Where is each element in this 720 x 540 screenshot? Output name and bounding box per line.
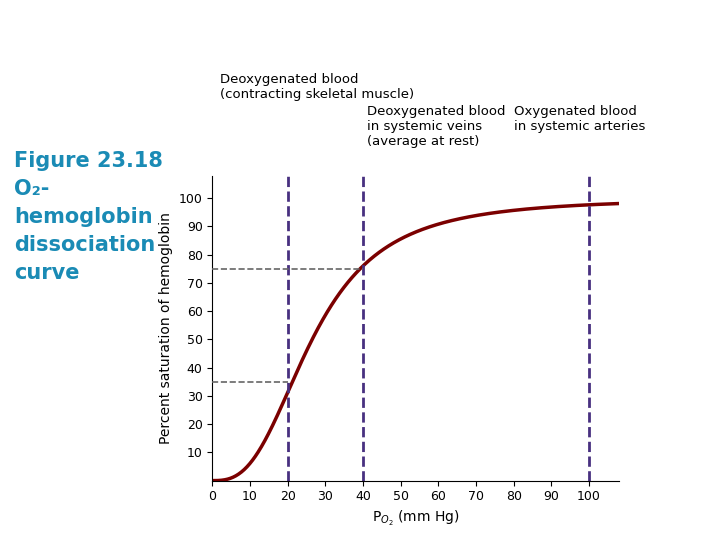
Text: Deoxygenated blood
(contracting skeletal muscle): Deoxygenated blood (contracting skeletal…: [220, 73, 414, 101]
Text: Oxygenated blood
in systemic arteries: Oxygenated blood in systemic arteries: [514, 105, 645, 133]
Text: Deoxygenated blood
in systemic veins
(average at rest): Deoxygenated blood in systemic veins (av…: [366, 105, 505, 148]
Text: Figure 23.18
O₂-
hemoglobin
dissociation
curve: Figure 23.18 O₂- hemoglobin dissociation…: [14, 151, 163, 283]
Y-axis label: Percent saturation of hemoglobin: Percent saturation of hemoglobin: [159, 212, 174, 444]
X-axis label: P$_{O_2}$ (mm Hg): P$_{O_2}$ (mm Hg): [372, 509, 460, 528]
